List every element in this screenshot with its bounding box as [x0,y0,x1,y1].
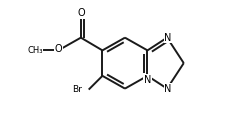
Text: O: O [55,44,62,54]
Text: N: N [164,33,172,43]
Text: N: N [164,84,172,94]
Text: N: N [144,75,151,85]
Text: Br: Br [72,85,82,94]
Text: CH₃: CH₃ [27,46,43,55]
Text: O: O [77,8,85,18]
